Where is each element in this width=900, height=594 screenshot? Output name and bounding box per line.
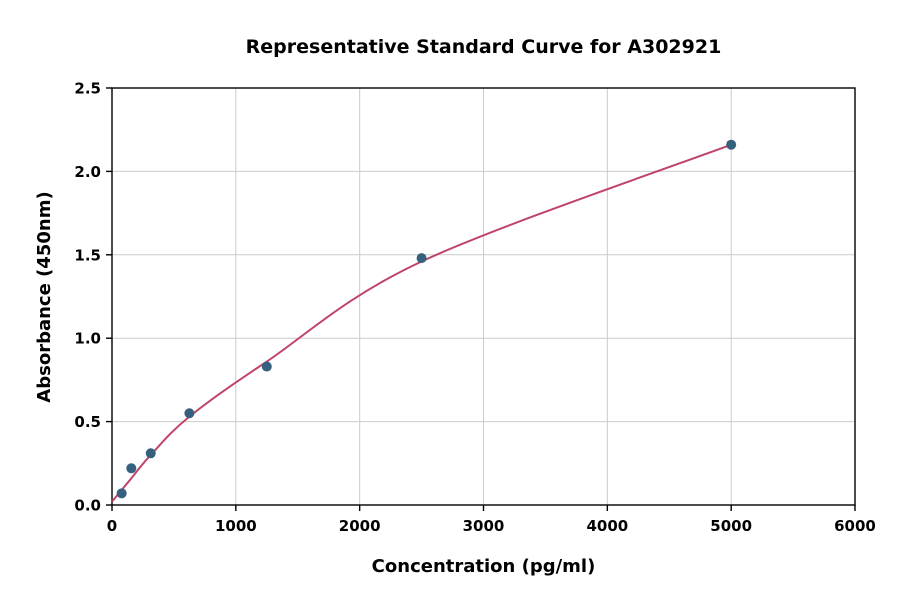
x-tick-label: 0 xyxy=(107,517,117,535)
x-axis-label: Concentration (pg/ml) xyxy=(371,556,596,577)
data-point xyxy=(145,448,156,459)
fitted-curve xyxy=(111,143,732,503)
y-axis-label: Absorbance (450nm) xyxy=(34,191,55,403)
x-tick-label: 4000 xyxy=(586,517,628,535)
x-tick-label: 1000 xyxy=(215,517,257,535)
x-tick-label: 3000 xyxy=(463,517,505,535)
x-tick-label: 2000 xyxy=(339,517,381,535)
y-tick-label: 2.5 xyxy=(74,80,101,98)
data-point xyxy=(126,463,137,474)
data-point xyxy=(184,408,195,419)
y-tick-label: 0.0 xyxy=(74,497,101,515)
data-point xyxy=(116,488,127,499)
x-tick-label: 6000 xyxy=(834,517,876,535)
x-tick-label: 5000 xyxy=(710,517,752,535)
chart-title: Representative Standard Curve for A30292… xyxy=(245,36,722,58)
data-point xyxy=(726,139,737,150)
data-point xyxy=(416,253,427,264)
y-tick-label: 1.5 xyxy=(74,246,101,264)
y-tick-label: 0.5 xyxy=(74,413,101,431)
data-point xyxy=(261,361,272,372)
y-tick-label: 2.0 xyxy=(74,163,101,181)
y-tick-label: 1.0 xyxy=(74,330,101,348)
